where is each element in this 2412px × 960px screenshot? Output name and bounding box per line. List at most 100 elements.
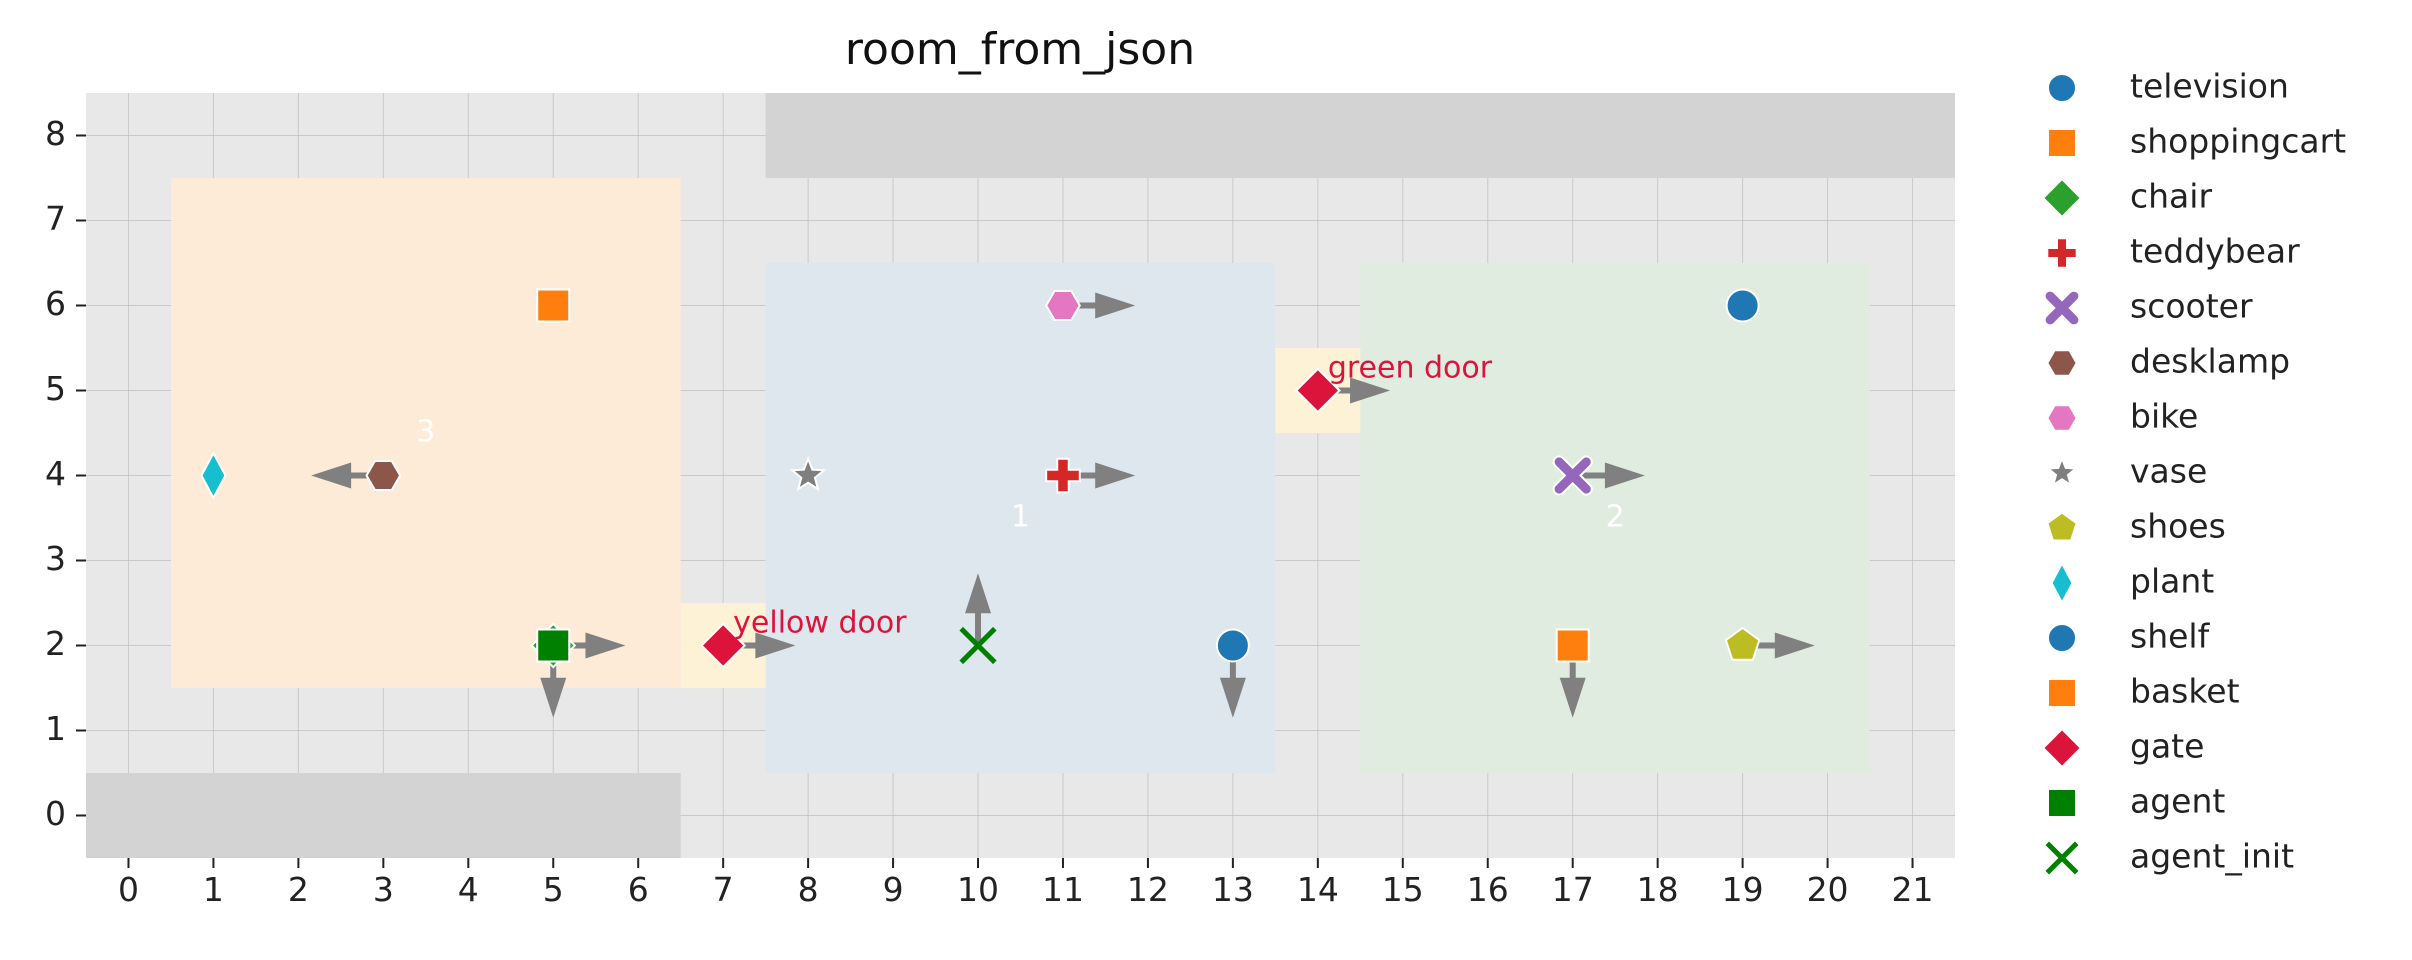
legend-item-shoppingcart: shoppingcart	[2047, 122, 2346, 161]
x-tick-label-16: 16	[1467, 870, 1509, 909]
legend-label-shoes: shoes	[2130, 507, 2226, 546]
room-region-2	[170, 178, 681, 688]
legend-label-basket: basket	[2130, 672, 2240, 711]
chart-title: room_from_json	[845, 24, 1195, 75]
legend-item-agent: agent	[2047, 782, 2225, 821]
legend-label-agent: agent	[2130, 782, 2225, 821]
room-region-4	[1360, 263, 1871, 773]
agent_init-marker-0	[959, 626, 997, 665]
room-region-3	[765, 263, 1276, 773]
agent-marker-1	[536, 628, 571, 663]
legend-marker-vase	[2045, 455, 2079, 488]
desklamp-direction-arrow-0	[311, 462, 384, 489]
basket-marker-0	[1555, 628, 1590, 663]
y-tick-label-7: 7	[45, 199, 66, 238]
legend-marker-agent_init	[2045, 841, 2079, 875]
legend-item-shoes: shoes	[2046, 507, 2226, 546]
legend-item-gate: gate	[2041, 727, 2204, 769]
x-tick-label-8: 8	[798, 870, 819, 909]
legend-item-chair: chair	[2041, 177, 2212, 219]
y-tick-label-0: 0	[45, 794, 66, 833]
x-tick-label-19: 19	[1722, 870, 1764, 909]
x-tick-label-5: 5	[543, 870, 564, 909]
legend-marker-shelf	[2047, 623, 2077, 653]
legend-marker-desklamp	[2046, 349, 2078, 377]
legend-label-chair: chair	[2130, 177, 2212, 216]
legend-marker-television	[2047, 73, 2077, 103]
x-tick-label-14: 14	[1297, 870, 1339, 909]
legend-marker-shoppingcart	[2047, 128, 2077, 158]
gate-marker-0	[700, 622, 747, 669]
gate-marker-1	[1294, 367, 1341, 414]
legend-label-agent_init: agent_init	[2130, 837, 2294, 876]
legend-label-bike: bike	[2130, 397, 2198, 436]
legend-marker-teddybear	[2046, 237, 2078, 269]
teddybear-marker-0	[1045, 457, 1081, 494]
room-label-1: 1	[1011, 500, 1030, 535]
shoes-marker-0	[1724, 626, 1761, 661]
wall-region-1	[86, 773, 681, 858]
x-tick-label-13: 13	[1212, 870, 1254, 909]
agent-direction-arrow-1	[540, 645, 567, 718]
shelf-marker-0	[1215, 628, 1250, 663]
legend-label-plant: plant	[2130, 562, 2214, 601]
legend-marker-gate	[2041, 727, 2083, 769]
legend-marker-chair	[2041, 177, 2083, 219]
basket-direction-arrow-0	[1559, 645, 1586, 718]
legend-item-television: television	[2047, 67, 2289, 106]
x-tick-label-12: 12	[1127, 870, 1169, 909]
legend-label-television: television	[2130, 67, 2289, 106]
x-tick-label-3: 3	[373, 870, 394, 909]
y-tick-label-8: 8	[45, 114, 66, 153]
x-tick-label-15: 15	[1382, 870, 1424, 909]
legend-label-teddybear: teddybear	[2130, 232, 2300, 271]
y-tick-label-5: 5	[45, 369, 66, 408]
legend-marker-scooter	[2043, 289, 2081, 327]
x-tick-label-11: 11	[1042, 870, 1084, 909]
shoppingcart-marker-0	[536, 288, 571, 323]
x-tick-label-20: 20	[1807, 870, 1849, 909]
x-tick-label-4: 4	[458, 870, 479, 909]
legend-marker-basket	[2047, 678, 2077, 708]
legend-label-scooter: scooter	[2130, 287, 2253, 326]
legend-item-shelf: shelf	[2047, 617, 2211, 656]
x-tick-label-6: 6	[628, 870, 649, 909]
legend-label-shoppingcart: shoppingcart	[2130, 122, 2346, 161]
legend-item-agent_init: agent_init	[2045, 837, 2294, 876]
legend-label-desklamp: desklamp	[2130, 342, 2290, 381]
y-tick-label-4: 4	[45, 454, 66, 493]
y-tick-label-6: 6	[45, 284, 66, 323]
y-tick-label-3: 3	[45, 539, 66, 578]
bike-marker-0	[1045, 289, 1081, 322]
legend-item-desklamp: desklamp	[2046, 342, 2290, 381]
legend-marker-agent	[2047, 788, 2077, 818]
x-tick-label-9: 9	[883, 870, 904, 909]
wall-region-0	[765, 93, 1955, 178]
legend-marker-shoes	[2046, 511, 2078, 542]
legend-item-scooter: scooter	[2043, 287, 2253, 327]
y-tick-label-1: 1	[45, 709, 66, 748]
x-tick-label-7: 7	[713, 870, 734, 909]
legend-label-gate: gate	[2130, 727, 2204, 766]
legend-item-bike: bike	[2046, 397, 2198, 436]
gate-annotation-0: yellow door	[733, 606, 907, 641]
x-tick-label-10: 10	[957, 870, 999, 909]
teddybear-direction-arrow-0	[1062, 462, 1136, 489]
legend-marker-bike	[2046, 404, 2078, 432]
legend-label-vase: vase	[2130, 452, 2207, 491]
television-marker-0	[1725, 288, 1760, 323]
vase-marker-0	[789, 455, 827, 492]
scooter-marker-0	[1552, 455, 1593, 496]
legend-label-shelf: shelf	[2130, 617, 2211, 656]
gate-annotation-1: green door	[1328, 351, 1493, 386]
legend-item-plant: plant	[2050, 561, 2214, 605]
legend-item-vase: vase	[2045, 452, 2207, 491]
agent-direction-arrow-0	[553, 632, 626, 659]
gate-direction-arrow-1	[1317, 377, 1391, 404]
plant-marker-0	[200, 450, 227, 501]
room-label-2: 2	[1606, 500, 1625, 535]
x-tick-label-0: 0	[118, 870, 139, 909]
y-tick-label-2: 2	[45, 624, 66, 663]
